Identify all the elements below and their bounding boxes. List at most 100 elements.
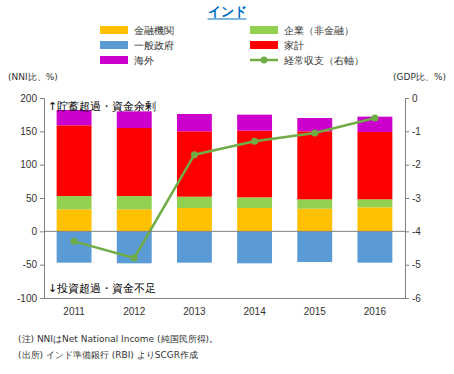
tick: -100 — [17, 293, 44, 304]
line — [74, 118, 375, 258]
tick: 2013 — [183, 298, 206, 317]
tick: 2015 — [304, 298, 327, 317]
title-underline — [208, 19, 247, 20]
y-axis: -100 -50 0 50 100 150 200 — [17, 93, 45, 304]
tick-label: -2 — [412, 159, 421, 170]
legend-swatch — [100, 56, 128, 64]
tick-label: -6 — [412, 293, 421, 304]
axis-line — [40, 99, 45, 299]
legend: 金融機関企業（非金融）一般政府家計海外経常収支（右軸） — [100, 25, 364, 66]
tick-label: 100 — [20, 159, 37, 170]
tick-mark — [405, 165, 409, 166]
bar — [57, 196, 92, 209]
tick-label: -50 — [23, 259, 38, 270]
tick-label: 50 — [26, 193, 38, 204]
tick: -2 — [405, 159, 421, 170]
bar — [237, 208, 272, 231]
legend-label: 金融機関 — [134, 25, 174, 36]
tick: -50 — [23, 259, 44, 270]
tick-mark — [40, 98, 44, 99]
note: (注) NNIはNet National Income (純国民所得)。 — [18, 334, 218, 344]
bar — [357, 231, 392, 262]
tick-mark — [40, 298, 44, 299]
tick-label: -4 — [412, 226, 421, 237]
tick: -3 — [405, 193, 421, 204]
legend-label: 家計 — [284, 40, 304, 51]
bar — [357, 207, 392, 231]
tick-mark — [405, 198, 409, 199]
tick-mark — [40, 165, 44, 166]
bar — [117, 196, 152, 209]
axis-line — [406, 99, 410, 299]
bar — [57, 231, 92, 262]
marker — [191, 151, 198, 158]
bar — [237, 197, 272, 208]
tick-mark — [405, 131, 409, 132]
tick-label: 2014 — [243, 306, 266, 317]
bar — [117, 209, 152, 231]
tick: 2016 — [364, 298, 387, 317]
tick-label: 2013 — [183, 306, 206, 317]
marker — [311, 130, 318, 137]
tick-mark — [405, 98, 409, 99]
tick-label: 150 — [20, 126, 37, 137]
bar — [177, 231, 212, 262]
legend-swatch — [250, 26, 278, 34]
legend-label: 一般政府 — [134, 40, 174, 51]
y-axis-title: (NNI比、%) — [8, 72, 58, 82]
tick: 200 — [20, 93, 44, 104]
bar — [117, 111, 152, 128]
bar — [237, 115, 272, 131]
bar — [357, 132, 392, 199]
axis-line — [45, 298, 406, 299]
tick: 2012 — [123, 298, 146, 317]
tick-mark — [40, 198, 44, 199]
bar — [177, 208, 212, 231]
tick-mark — [405, 298, 409, 299]
tick: 150 — [20, 126, 44, 137]
tick: 0 — [405, 93, 418, 104]
tick: 0 — [31, 226, 44, 237]
tick: -4 — [405, 226, 421, 237]
tick-label: 0 — [412, 93, 418, 104]
marker — [71, 238, 78, 245]
legend-swatch — [250, 41, 278, 49]
tick: 2011 — [63, 298, 85, 317]
tick: -6 — [405, 293, 421, 304]
bar — [57, 209, 92, 231]
zero-line — [44, 231, 405, 232]
marks — [57, 110, 393, 263]
tick: 50 — [26, 193, 44, 204]
bar — [177, 197, 212, 208]
legend-swatch — [261, 57, 268, 64]
tick-label: 2015 — [304, 306, 327, 317]
tick-label: 2011 — [63, 306, 85, 317]
marker — [371, 115, 378, 122]
bar — [57, 125, 92, 196]
tick-label: 200 — [20, 93, 37, 104]
note: (出所) インド準備銀行 (RBI) よりSCGR作成 — [18, 350, 198, 360]
bar — [237, 231, 272, 263]
tick-label: -100 — [17, 293, 37, 304]
annotation: ↑貯蓄超過・資金余剰 — [48, 100, 156, 113]
tick-mark — [40, 131, 44, 132]
y2-axis: -6 -5 -4 -3 -2 -1 0 — [405, 93, 421, 304]
bar — [357, 199, 392, 207]
tick-label: 2012 — [123, 306, 146, 317]
legend-label: 企業（非金融） — [284, 25, 354, 36]
marker — [131, 255, 138, 262]
tick-label: 0 — [31, 226, 37, 237]
legend-label: 経常収支（右軸） — [283, 55, 364, 66]
tick-mark — [405, 265, 409, 266]
tick: 2014 — [243, 298, 266, 317]
bar — [297, 209, 332, 232]
legend-swatch — [100, 41, 128, 49]
tick-label: -3 — [412, 193, 421, 204]
tick-label: 2016 — [364, 306, 387, 317]
legend-swatch — [100, 26, 128, 34]
tick-label: -5 — [412, 259, 421, 270]
tick: -1 — [405, 126, 421, 137]
tick-mark — [40, 265, 44, 266]
bar — [297, 199, 332, 208]
x-axis: 2011 2012 2013 2014 2015 2016 — [45, 298, 406, 317]
